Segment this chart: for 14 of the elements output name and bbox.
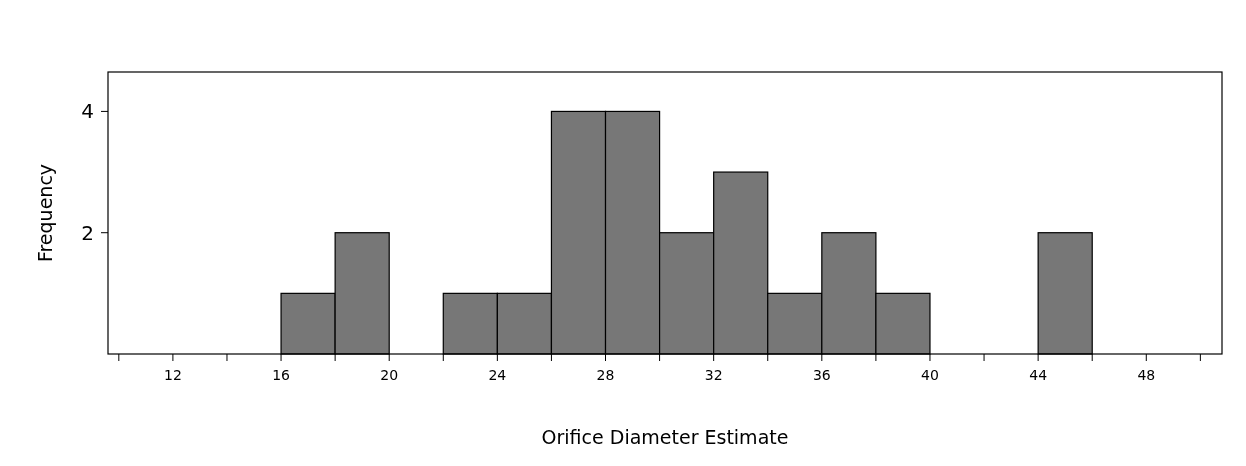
x-tick-label: 32 [704, 367, 723, 383]
x-tick-label: 44 [1029, 367, 1048, 383]
x-tick-label: 24 [488, 367, 507, 383]
x-tick-label: 12 [163, 367, 182, 383]
y-tick-label: 2 [81, 220, 94, 245]
y-tick-label: 4 [81, 99, 94, 124]
x-tick-label: 16 [272, 367, 291, 383]
x-tick-label: 40 [921, 367, 939, 383]
x-tick-label: 48 [1137, 367, 1156, 383]
x-tick-label: 28 [596, 367, 615, 383]
x-tick-label: 36 [812, 367, 831, 383]
x-axis-title: Orifice Diameter Estimate [541, 426, 789, 448]
y-axis-title: Frequency [34, 163, 56, 263]
x-tick-label: 20 [380, 367, 399, 383]
